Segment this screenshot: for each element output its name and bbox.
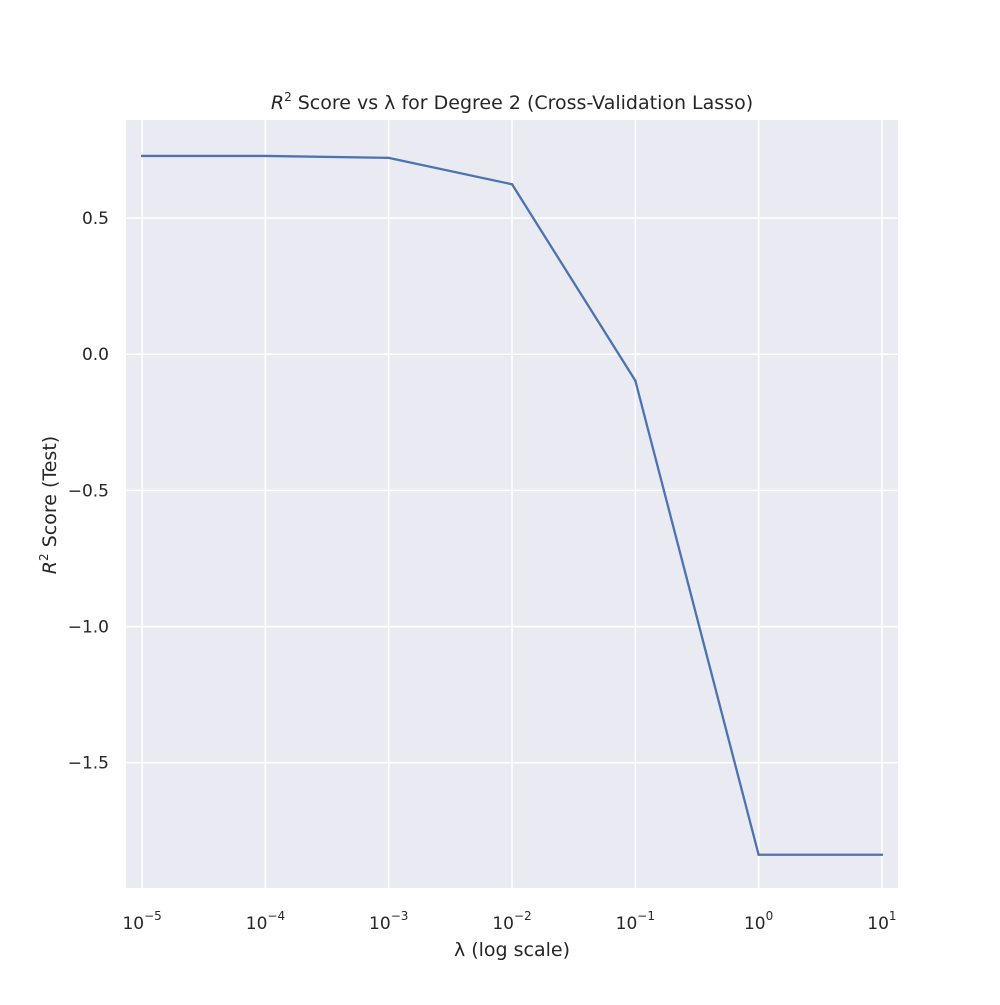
x-tick-label: 10−5 <box>122 909 161 934</box>
data-point <box>880 853 884 856</box>
plot-group <box>126 120 898 888</box>
ylabel-rest: Score (Test) <box>39 436 61 554</box>
x-tick-label: 10−3 <box>369 909 408 934</box>
y-tick-label: −0.5 <box>68 481 109 501</box>
y-tick-label: 0.0 <box>82 345 109 365</box>
x-tick-label: 101 <box>867 909 896 934</box>
x-tick-label: 10−2 <box>492 909 531 934</box>
x-tick-label: 10−1 <box>616 909 655 934</box>
data-point <box>510 183 514 186</box>
chart-title: R2 Score vs λ for Degree 2 (Cross-Valida… <box>271 90 753 114</box>
x-tick-label: 100 <box>744 909 773 934</box>
data-point <box>140 154 144 158</box>
y-axis-label: R2 Score (Test) <box>37 436 61 574</box>
y-tick-label: −1.5 <box>68 754 109 774</box>
title-r: R <box>271 92 284 114</box>
data-point <box>757 853 760 856</box>
y-tick-label: −1.0 <box>68 618 109 638</box>
title-rest: Score vs λ for Degree 2 (Cross-Validatio… <box>292 92 753 114</box>
title-sup: 2 <box>284 90 292 104</box>
ylabel-r: R <box>39 561 61 574</box>
data-point <box>634 379 637 382</box>
ylabel-sup: 2 <box>37 553 51 561</box>
x-tick-label: 10−4 <box>246 909 285 934</box>
x-axis-label: λ (log scale) <box>454 939 570 961</box>
data-point <box>387 156 390 160</box>
data-point <box>264 154 267 158</box>
y-tick-label: 0.5 <box>82 209 109 229</box>
